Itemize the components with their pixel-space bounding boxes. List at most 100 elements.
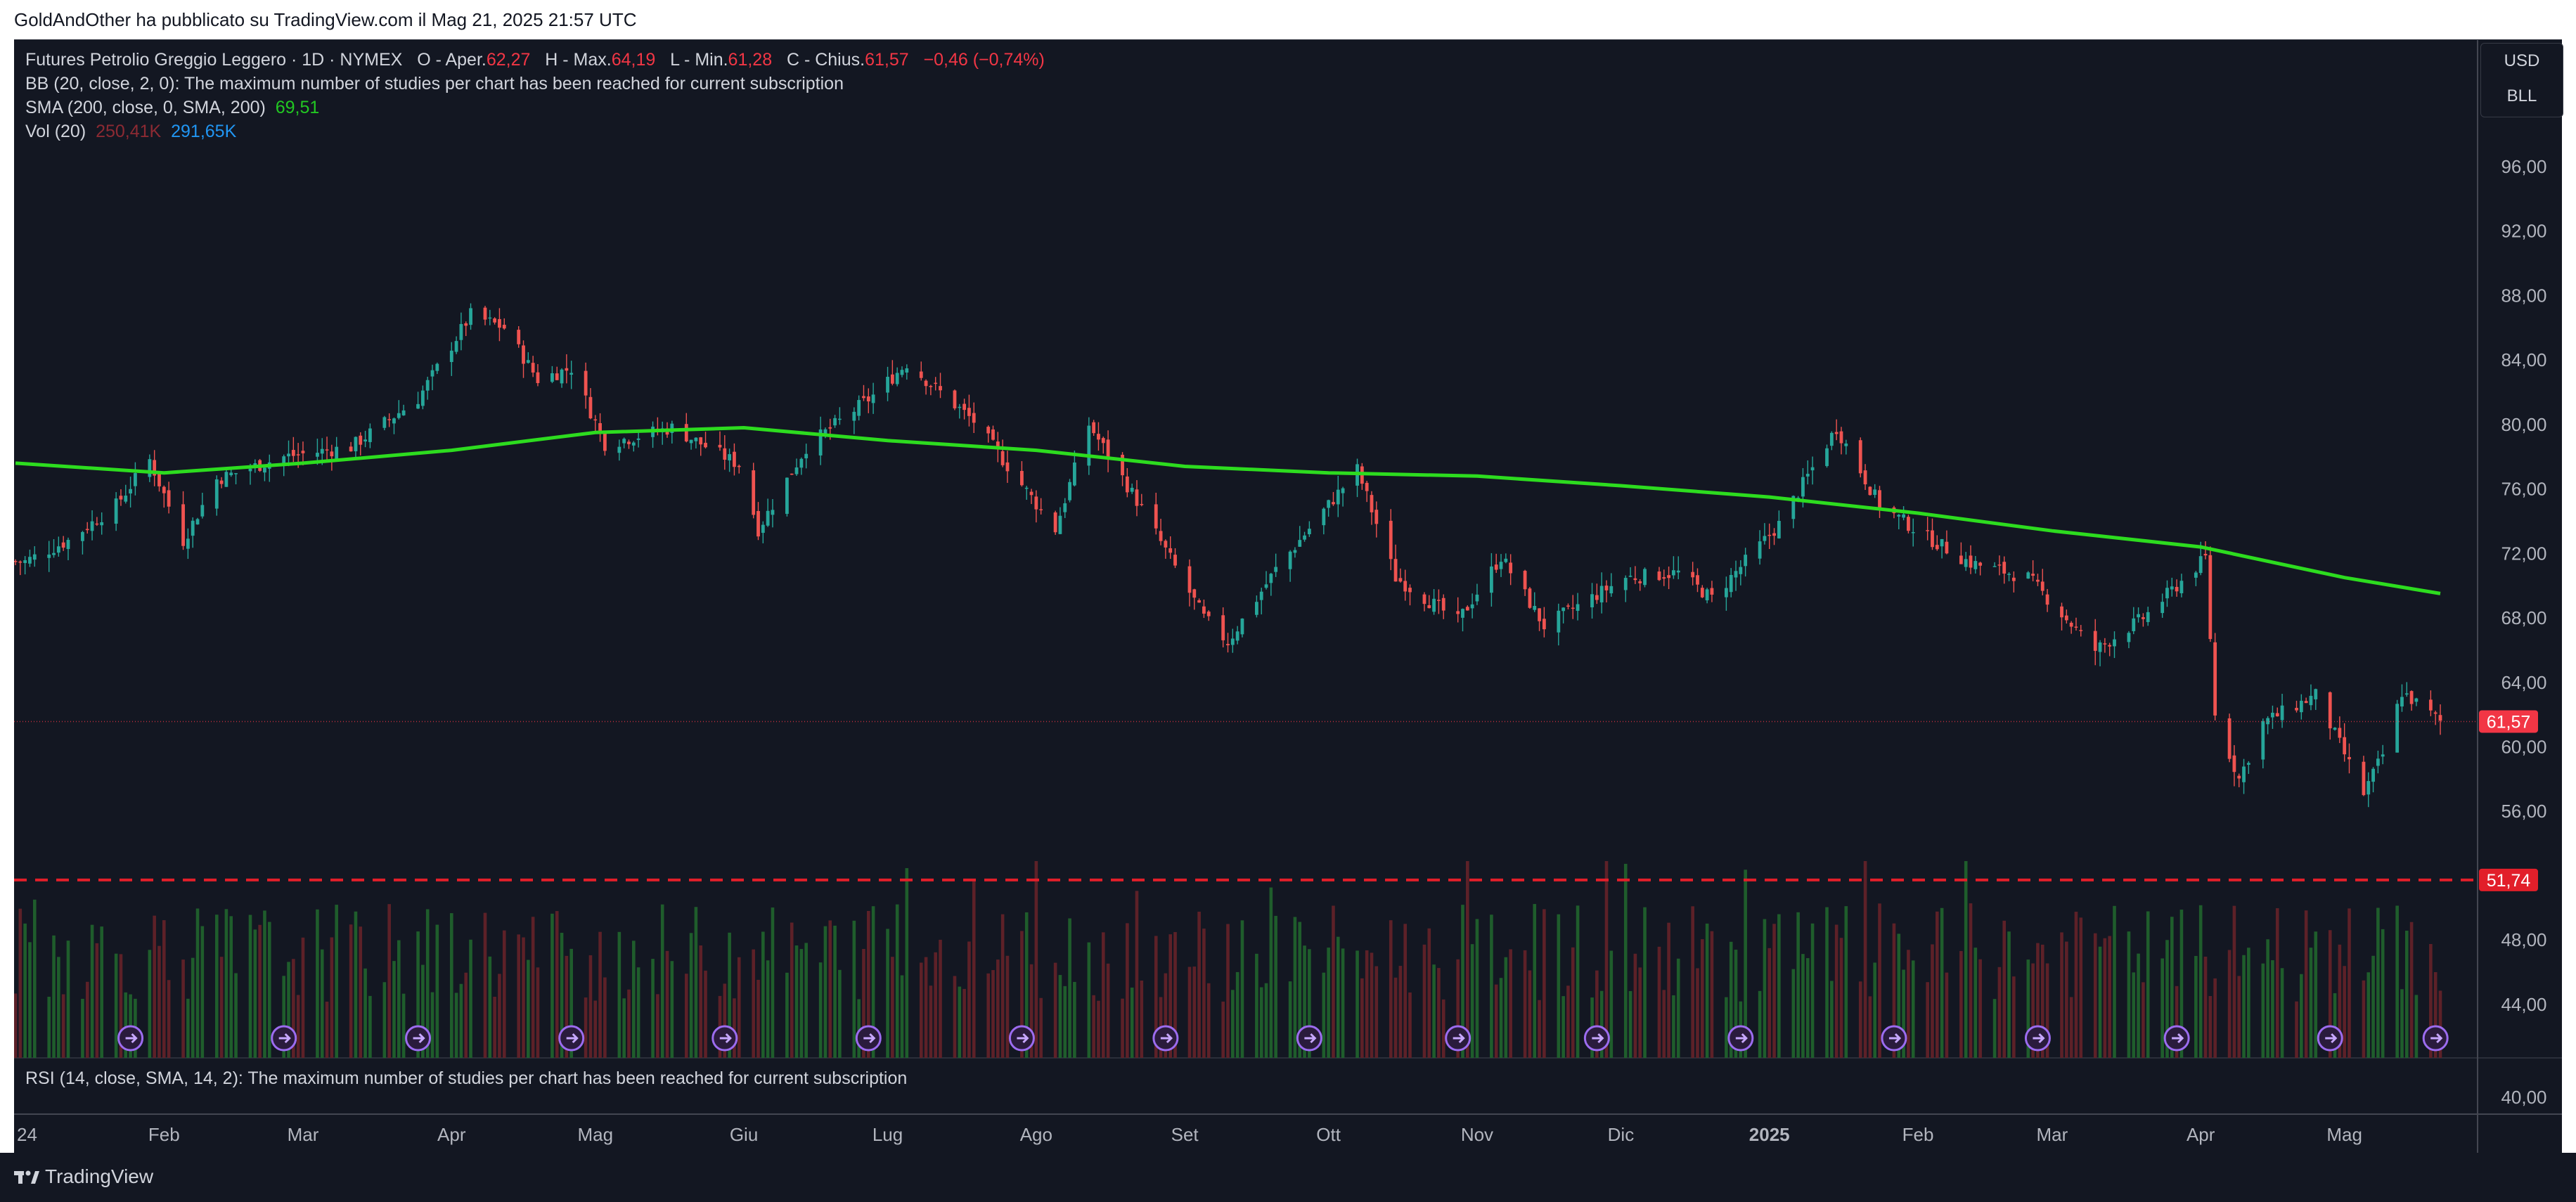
volume-bar [939, 939, 942, 1058]
publish-header: GoldAndOther ha pubblicato su TradingVie… [0, 0, 2576, 39]
volume-bar [162, 920, 166, 1058]
volume-bar [2395, 905, 2399, 1058]
volume-bar [1441, 999, 1445, 1058]
candle-body [2093, 631, 2097, 651]
candle-body [1825, 448, 1829, 466]
vol-legend[interactable]: Vol (20) 250,41K 291,65K [25, 122, 236, 142]
volume-bar [363, 968, 367, 1058]
volume-bar [2404, 930, 2409, 1058]
candle-body [1844, 444, 1848, 446]
volume-bar [2198, 905, 2203, 1058]
candle-body [1964, 559, 1968, 567]
volume-bar [766, 960, 770, 1058]
candle-body [588, 396, 593, 419]
candle-body [2266, 718, 2270, 725]
volume-bar [670, 961, 674, 1058]
candle-body [1801, 477, 1805, 497]
event-arrow-icon [125, 1033, 138, 1044]
candle-body [1926, 530, 1930, 531]
chart-panel[interactable]: 96,00 92,00 88,00 84,00 80,00 76,00 72,00 68,00… [14, 39, 2563, 1153]
candle-body [195, 519, 200, 525]
price-axis-tick: 48,00 [2501, 929, 2546, 950]
candle-body [449, 350, 453, 363]
volume-bar [1336, 936, 1340, 1058]
candle-body [1767, 534, 1772, 536]
volume-bar [2127, 931, 2131, 1058]
candle-body [1489, 566, 1493, 593]
candle-body [1422, 594, 1427, 605]
candle-body [2127, 633, 2131, 642]
volume-bar [603, 977, 607, 1058]
volume-bar [2280, 968, 2284, 1058]
volume-bar [464, 972, 468, 1058]
price-label-text: 51,74 [2487, 871, 2531, 891]
volume-bar [1609, 950, 1614, 1058]
event-arrow-icon [413, 1033, 425, 1044]
volume-bar [1034, 861, 1038, 1058]
candle-body [2026, 572, 2030, 579]
volume-bar [1561, 996, 1565, 1058]
bb-legend[interactable]: BB (20, close, 2, 0): The maximum number… [25, 74, 844, 94]
candle-body [330, 451, 334, 457]
volume-bar [1135, 891, 1139, 1058]
volume-bar [1830, 981, 1834, 1058]
rsi-legend[interactable]: RSI (14, close, SMA, 14, 2): The maximum… [25, 1068, 907, 1089]
symbol-legend: Futures Petrolio Greggio Leggero · 1D · … [25, 50, 1045, 70]
volume-bar [852, 920, 856, 1058]
volume-bar [823, 926, 827, 1058]
volume-bar [1494, 984, 1498, 1058]
candle-body [2113, 639, 2116, 647]
candle-body [191, 520, 195, 536]
volume-bar [1969, 903, 1973, 1058]
volume-bar [799, 949, 804, 1058]
volume-bar [1705, 923, 1709, 1058]
candle-body [134, 473, 137, 486]
volume-bar [214, 915, 219, 1058]
candle-body [991, 429, 995, 440]
price-candles [14, 303, 2442, 808]
candle-body [1393, 559, 1398, 582]
volume-bar [1633, 953, 1637, 1058]
chart-canvas[interactable]: 96,00 92,00 88,00 84,00 80,00 76,00 72,00 68,00… [14, 40, 2562, 1153]
candle-body [1307, 529, 1311, 534]
volume-bar [1168, 934, 1173, 1058]
volume-bar [2036, 943, 2040, 1058]
candle-body [1365, 482, 1369, 491]
candle-body [2132, 618, 2136, 631]
volume-bar [2266, 939, 2269, 1058]
candle-body [2141, 617, 2145, 619]
candle-body [2314, 689, 2318, 699]
candle-body [2246, 763, 2250, 765]
currency-unit-box[interactable]: USD BLL [2480, 43, 2563, 117]
volume-bar [733, 998, 736, 1058]
volume-bar [292, 959, 295, 1058]
volume-bar [924, 957, 928, 1058]
price-axis-tick: 40,00 [2501, 1087, 2546, 1108]
volume-bar [335, 905, 338, 1058]
volume-bar [1269, 887, 1273, 1058]
volume-bar [2429, 943, 2433, 1058]
volume-bar [2179, 910, 2184, 1058]
candle-body [2079, 630, 2083, 631]
sma-legend[interactable]: SMA (200, close, 0, SMA, 200) 69,51 [25, 98, 319, 118]
volume-bar [2314, 931, 2318, 1058]
candle-body [2198, 556, 2203, 574]
time-axis-tick: Mar [2036, 1124, 2068, 1145]
volume-bar [1657, 946, 1661, 1058]
candle-body [1791, 496, 1796, 519]
candle-body [1374, 510, 1379, 524]
volume-bar [550, 913, 554, 1058]
volume-bar [253, 929, 257, 1058]
volume-bar [2438, 990, 2442, 1058]
volume-bar [1805, 958, 1810, 1058]
volume-bar [1667, 922, 1670, 1058]
volume-bar [2232, 905, 2236, 1058]
volume-bar [469, 939, 472, 1058]
candle-body [56, 546, 60, 553]
volume-bar [2414, 995, 2419, 1058]
volume-bar [2045, 963, 2049, 1058]
candle-body [124, 496, 128, 502]
volume-bar [991, 970, 995, 1058]
time-axis-tick: Lug [872, 1124, 903, 1145]
volume-bar [1897, 933, 1901, 1058]
